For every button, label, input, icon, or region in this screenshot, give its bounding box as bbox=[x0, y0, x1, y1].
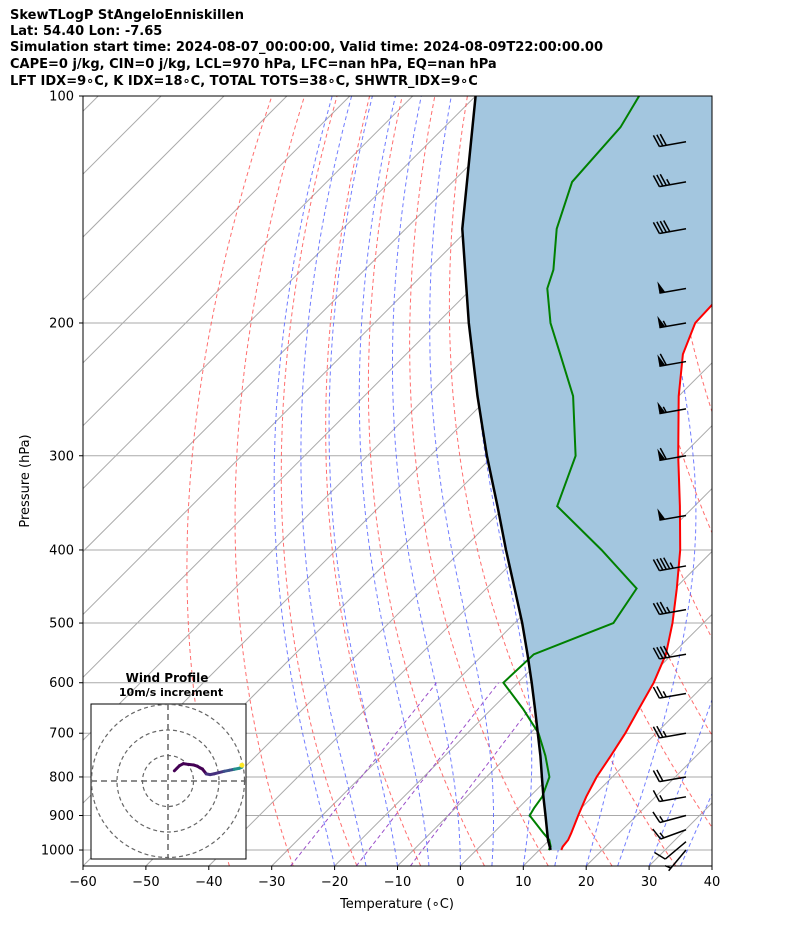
moist-adiabat-line bbox=[648, 698, 712, 866]
x-tick-label: 30 bbox=[641, 875, 658, 890]
y-tick-label: 400 bbox=[49, 543, 74, 558]
y-tick-label: 100 bbox=[49, 90, 74, 105]
moist-adiabat-line bbox=[273, 96, 336, 866]
dry-adiabat-line bbox=[409, 96, 549, 866]
x-tick-label: −40 bbox=[195, 875, 222, 890]
dry-adiabat-line bbox=[234, 96, 305, 866]
isotherm-line bbox=[83, 96, 539, 553]
y-axis-label: Pressure (hPa) bbox=[18, 434, 33, 527]
moist-adiabat-line bbox=[429, 96, 494, 866]
isotherm-line bbox=[83, 96, 414, 427]
hodograph-inset: Wind Profile 10m/s increment bbox=[90, 671, 247, 860]
x-tick-label: −30 bbox=[258, 875, 285, 890]
title-times: Simulation start time: 2024-08-07_00:00:… bbox=[10, 40, 603, 55]
x-axis-label: Temperature (∘C) bbox=[339, 897, 454, 912]
moist-adiabat-line bbox=[711, 864, 712, 866]
isotherm-line bbox=[83, 96, 351, 364]
x-tick-label: −50 bbox=[132, 875, 159, 890]
x-tick-label: −20 bbox=[321, 875, 348, 890]
dry-adiabat-line bbox=[186, 96, 273, 866]
mixing-ratio-lines bbox=[290, 682, 550, 866]
wind-barb bbox=[652, 645, 687, 660]
wind-barb bbox=[652, 790, 687, 803]
moist-adiabat-line bbox=[392, 96, 461, 866]
mixing-ratio-line bbox=[355, 682, 499, 866]
moist-adiabat-line bbox=[300, 96, 367, 866]
isotherm-line bbox=[711, 865, 712, 866]
parcel-profile bbox=[461, 96, 552, 851]
moist-adiabat-line bbox=[744, 96, 794, 866]
temperature-profile bbox=[560, 303, 712, 851]
axes: −60 −50 −40 −30 −20 −10 0 10 20 30 40 1000 900 800 700… bbox=[41, 90, 720, 891]
wind-barb bbox=[652, 828, 687, 840]
wind-barb bbox=[657, 447, 687, 462]
title-station: SkewTLogP StAngeloEnniskillen bbox=[10, 8, 244, 23]
isotherm-line bbox=[775, 96, 794, 866]
moist-adiabat-line bbox=[617, 96, 697, 866]
hodograph-title: Wind Profile bbox=[126, 671, 209, 685]
wind-barb bbox=[652, 811, 687, 824]
dry-adiabat-line bbox=[325, 96, 422, 866]
wind-barb bbox=[657, 353, 687, 367]
y-tick-label: 900 bbox=[49, 809, 74, 824]
x-tick-label: 40 bbox=[704, 875, 721, 890]
hodograph-end-point bbox=[239, 762, 245, 768]
moist-adiabat-line bbox=[680, 792, 712, 866]
isotherm-line bbox=[522, 676, 712, 866]
wind-barb bbox=[657, 508, 687, 521]
isotherm-line bbox=[334, 487, 712, 866]
y-tick-label: 700 bbox=[49, 727, 74, 742]
isotherm-line bbox=[83, 96, 476, 490]
title-stability: CAPE=0 j/kg, CIN=0 j/kg, LCL=970 hPa, LF… bbox=[10, 57, 497, 72]
wind-barb bbox=[652, 173, 687, 188]
dry-adiabat-line bbox=[367, 96, 485, 866]
dry-adiabat-line bbox=[761, 96, 794, 866]
wind-barb bbox=[652, 220, 687, 235]
wind-barb bbox=[652, 725, 687, 739]
wind-barb bbox=[664, 849, 687, 872]
mixing-ratio-line bbox=[290, 682, 437, 866]
dry-adiabat-line bbox=[448, 96, 613, 866]
y-tick-label: 800 bbox=[49, 770, 74, 785]
wind-barb bbox=[654, 841, 687, 860]
isotherm-line bbox=[83, 96, 225, 238]
y-tick-label: 1000 bbox=[41, 844, 74, 859]
x-tick-label: −60 bbox=[69, 875, 96, 890]
dry-adiabat-line bbox=[280, 96, 358, 866]
mixing-ratio-line bbox=[409, 682, 550, 866]
x-tick-label: 10 bbox=[515, 875, 532, 890]
wind-barb bbox=[657, 281, 687, 294]
wind-barb bbox=[652, 133, 687, 148]
moist-adiabat-line bbox=[358, 96, 430, 866]
wind-barbs bbox=[652, 133, 687, 872]
wind-barb bbox=[652, 601, 687, 616]
isotherm-line bbox=[83, 96, 288, 301]
x-tick-label: 20 bbox=[578, 875, 595, 890]
y-tick-label: 200 bbox=[49, 316, 74, 331]
wind-barb bbox=[652, 686, 687, 699]
y-tick-label: 600 bbox=[49, 676, 74, 691]
wind-barb bbox=[657, 315, 687, 329]
dry-adiabat-line bbox=[728, 96, 794, 866]
x-tick-label: −10 bbox=[384, 875, 411, 890]
title-location: Lat: 54.40 Lon: -7.65 bbox=[10, 24, 163, 39]
x-tick-label: 0 bbox=[456, 875, 464, 890]
title-indices: LFT IDX=9∘C, K IDX=18∘C, TOTAL TOTS=38∘C… bbox=[10, 74, 478, 89]
dewpoint-profile bbox=[502, 96, 640, 851]
y-tick-label: 300 bbox=[49, 449, 74, 464]
hodograph-subtitle: 10m/s increment bbox=[119, 686, 223, 699]
isotherm-line bbox=[397, 550, 712, 866]
wind-barb bbox=[652, 557, 687, 572]
wind-barb bbox=[652, 769, 687, 783]
moist-adiabat-line bbox=[328, 96, 398, 866]
y-tick-label: 500 bbox=[49, 617, 74, 632]
plot-area bbox=[83, 96, 794, 866]
wind-barb bbox=[657, 401, 687, 415]
cape-shading bbox=[462, 96, 712, 850]
